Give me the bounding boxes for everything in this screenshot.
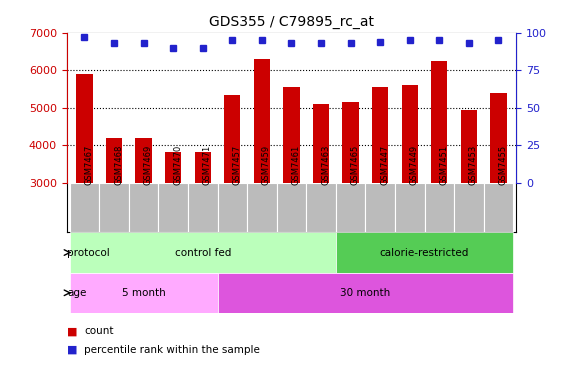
Bar bbox=[70, 183, 99, 232]
Bar bbox=[77, 74, 93, 183]
Bar bbox=[431, 61, 447, 183]
Text: GSM7459: GSM7459 bbox=[262, 145, 271, 186]
Bar bbox=[277, 183, 306, 232]
Text: calorie-restricted: calorie-restricted bbox=[380, 247, 469, 258]
Text: ■: ■ bbox=[67, 344, 77, 355]
Bar bbox=[247, 183, 277, 232]
Bar bbox=[336, 232, 513, 273]
Text: GSM7461: GSM7461 bbox=[292, 145, 300, 186]
Text: GSM7457: GSM7457 bbox=[233, 145, 241, 186]
Text: control fed: control fed bbox=[175, 247, 231, 258]
Bar bbox=[106, 138, 122, 183]
Bar bbox=[283, 87, 300, 183]
Bar bbox=[425, 183, 454, 232]
Text: GSM7468: GSM7468 bbox=[114, 145, 123, 186]
Bar bbox=[224, 95, 241, 183]
Bar bbox=[99, 183, 129, 232]
Text: percentile rank within the sample: percentile rank within the sample bbox=[84, 344, 260, 355]
Text: age: age bbox=[67, 288, 86, 298]
Text: GSM7465: GSM7465 bbox=[350, 145, 360, 186]
Bar bbox=[395, 183, 425, 232]
Bar bbox=[454, 183, 484, 232]
Bar bbox=[195, 152, 211, 183]
Bar bbox=[401, 86, 418, 183]
Text: GSM7469: GSM7469 bbox=[144, 145, 153, 186]
Bar bbox=[158, 183, 188, 232]
Text: count: count bbox=[84, 326, 114, 336]
Text: GSM7463: GSM7463 bbox=[321, 145, 330, 186]
Text: GSM7467: GSM7467 bbox=[85, 145, 93, 186]
Text: ■: ■ bbox=[67, 326, 77, 336]
Bar bbox=[372, 87, 388, 183]
Bar bbox=[313, 104, 329, 183]
Text: 5 month: 5 month bbox=[122, 288, 165, 298]
Bar bbox=[342, 102, 358, 183]
Bar bbox=[365, 183, 395, 232]
Text: protocol: protocol bbox=[67, 247, 110, 258]
Bar bbox=[306, 183, 336, 232]
Bar bbox=[253, 59, 270, 183]
Bar bbox=[218, 183, 247, 232]
Bar bbox=[136, 138, 152, 183]
Bar bbox=[70, 273, 218, 313]
Text: GSM7470: GSM7470 bbox=[173, 145, 182, 186]
Bar bbox=[70, 232, 336, 273]
Text: GSM7449: GSM7449 bbox=[409, 145, 419, 186]
Bar bbox=[188, 183, 218, 232]
Text: GSM7471: GSM7471 bbox=[203, 145, 212, 186]
Bar bbox=[218, 273, 513, 313]
Text: GSM7451: GSM7451 bbox=[439, 145, 448, 186]
Text: 30 month: 30 month bbox=[340, 288, 390, 298]
Text: GSM7455: GSM7455 bbox=[498, 145, 508, 186]
Bar bbox=[461, 110, 477, 183]
Text: GSM7453: GSM7453 bbox=[469, 145, 478, 186]
Bar bbox=[336, 183, 365, 232]
Bar bbox=[490, 93, 506, 183]
Text: GDS355 / C79895_rc_at: GDS355 / C79895_rc_at bbox=[209, 15, 374, 29]
Bar bbox=[484, 183, 513, 232]
Bar bbox=[165, 152, 182, 183]
Text: GSM7447: GSM7447 bbox=[380, 145, 389, 186]
Bar bbox=[129, 183, 158, 232]
